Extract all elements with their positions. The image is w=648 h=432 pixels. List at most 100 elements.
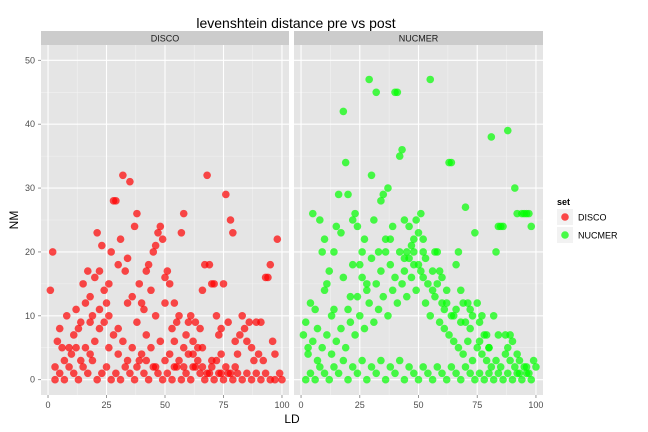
data-point xyxy=(367,171,376,180)
data-point xyxy=(165,350,174,358)
data-point xyxy=(367,254,376,263)
data-point xyxy=(414,375,423,384)
panel-disco: DISCO xyxy=(41,31,289,395)
data-point xyxy=(426,75,435,84)
data-point xyxy=(372,369,381,378)
data-point xyxy=(196,324,204,333)
data-point xyxy=(518,375,526,384)
data-point xyxy=(184,318,193,326)
data-point xyxy=(114,260,123,269)
data-point xyxy=(341,343,350,352)
data-point xyxy=(93,375,101,384)
data-point xyxy=(119,171,127,180)
data-point xyxy=(438,369,446,378)
data-point xyxy=(83,267,92,275)
data-point xyxy=(377,356,385,365)
data-point xyxy=(374,248,383,256)
data-point xyxy=(170,299,179,307)
data-point xyxy=(372,280,381,288)
data-point xyxy=(86,318,94,326)
data-point xyxy=(410,369,418,378)
legend: set DISCO NUCMER xyxy=(557,197,618,243)
data-point xyxy=(142,267,151,275)
data-point xyxy=(327,312,336,320)
data-point xyxy=(144,260,153,269)
data-point xyxy=(83,369,92,378)
data-point xyxy=(93,228,101,237)
data-point xyxy=(360,324,369,333)
legend-label-disco: DISCO xyxy=(578,213,607,223)
data-point xyxy=(219,375,228,384)
data-point xyxy=(318,248,326,256)
data-point xyxy=(149,248,158,256)
data-point xyxy=(316,216,324,224)
data-point xyxy=(151,312,160,320)
data-point xyxy=(179,209,188,218)
data-point xyxy=(431,292,439,301)
x-axis-title: LD xyxy=(284,412,300,426)
data-point xyxy=(508,375,517,384)
data-point xyxy=(402,248,411,256)
data-point xyxy=(163,267,172,275)
data-point xyxy=(487,133,496,141)
data-point xyxy=(468,312,477,320)
data-point xyxy=(461,318,470,326)
data-point xyxy=(233,350,242,358)
data-point xyxy=(475,337,484,346)
data-point xyxy=(410,248,418,256)
data-point xyxy=(88,356,97,365)
data-point xyxy=(311,305,319,314)
data-point xyxy=(478,312,486,320)
data-point xyxy=(112,369,120,378)
data-point xyxy=(337,324,345,333)
data-point xyxy=(346,318,355,326)
data-point xyxy=(266,260,275,269)
y-tick-label: 20 xyxy=(25,247,35,257)
data-point xyxy=(405,222,413,231)
data-point xyxy=(377,267,385,275)
data-point xyxy=(215,331,223,339)
data-point xyxy=(100,318,108,326)
data-point xyxy=(348,260,357,269)
data-point xyxy=(527,375,536,384)
data-point xyxy=(55,369,64,378)
data-point xyxy=(501,350,510,358)
data-point xyxy=(381,375,390,384)
data-point xyxy=(69,369,78,378)
data-point xyxy=(402,292,411,301)
data-point xyxy=(499,222,507,231)
data-point xyxy=(170,363,179,371)
data-point xyxy=(515,356,524,365)
data-point xyxy=(393,88,402,97)
data-point xyxy=(168,375,176,384)
data-point xyxy=(447,312,456,320)
data-point xyxy=(200,375,209,384)
data-point xyxy=(438,273,446,282)
data-point xyxy=(222,363,230,371)
y-tick-label: 50 xyxy=(25,55,35,65)
data-point xyxy=(79,280,87,288)
data-point xyxy=(355,260,364,269)
data-point xyxy=(217,369,225,378)
data-point xyxy=(433,280,442,288)
data-point xyxy=(506,331,514,339)
x-axis-ticks-nucmer: 0 25 50 75 100 xyxy=(299,395,543,410)
data-point xyxy=(318,343,326,352)
x-tick-label: 100 xyxy=(528,400,543,410)
data-point xyxy=(442,299,451,307)
data-point xyxy=(487,363,496,371)
x-tick-label: 0 xyxy=(299,400,304,410)
data-point xyxy=(393,299,402,307)
data-point xyxy=(98,241,106,250)
data-point xyxy=(147,286,155,295)
data-point xyxy=(229,228,237,237)
data-point xyxy=(381,248,390,256)
strip-disco xyxy=(41,31,289,45)
grid-disco xyxy=(41,45,289,395)
data-point xyxy=(435,267,444,275)
data-point xyxy=(355,312,364,320)
data-point xyxy=(489,312,498,320)
data-point xyxy=(261,369,270,378)
data-point xyxy=(482,331,491,339)
legend-title: set xyxy=(557,197,570,207)
